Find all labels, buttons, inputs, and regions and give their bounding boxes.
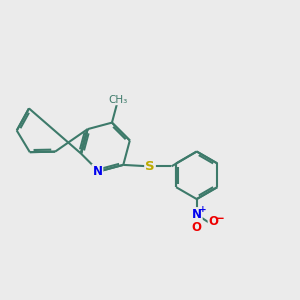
Text: CH₃: CH₃ xyxy=(109,95,128,105)
Text: O: O xyxy=(208,215,219,229)
Text: N: N xyxy=(192,208,202,221)
Text: +: + xyxy=(200,205,207,214)
Text: O: O xyxy=(192,220,202,233)
Text: N: N xyxy=(92,165,102,178)
Text: −: − xyxy=(214,212,224,225)
Text: S: S xyxy=(145,160,155,173)
